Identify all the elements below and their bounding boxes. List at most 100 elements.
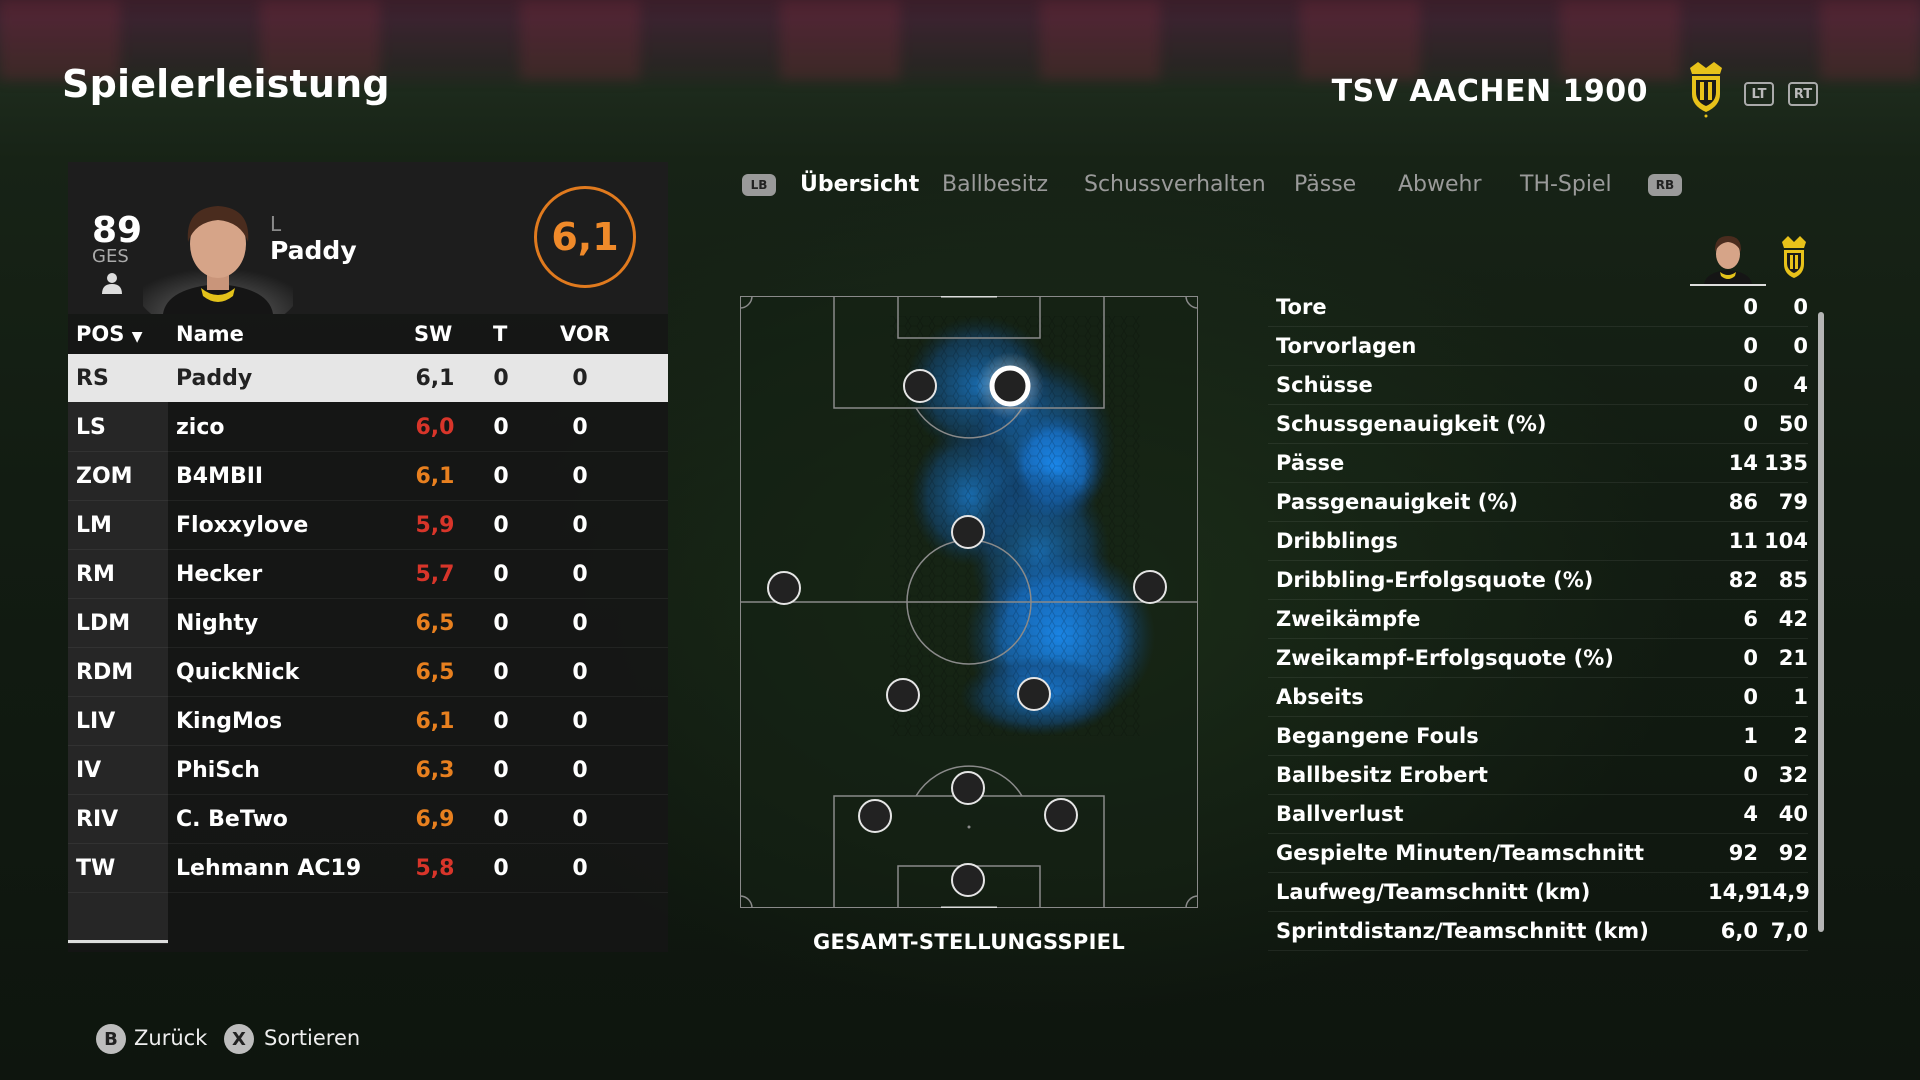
table-row[interactable]: RS Paddy 6,1 0 0 bbox=[68, 354, 668, 402]
player-assists-cell: 0 bbox=[572, 513, 588, 538]
stat-label: Zweikämpfe bbox=[1276, 607, 1421, 631]
table-row[interactable]: RIV C. BeTwo 6,9 0 0 bbox=[68, 795, 668, 844]
name-header[interactable]: Name bbox=[176, 322, 244, 346]
stat-label: Dribblings bbox=[1276, 529, 1398, 553]
rt-button[interactable]: RT bbox=[1788, 82, 1818, 106]
stat-row: Passgenauigkeit (%) 86 79 bbox=[1268, 483, 1808, 522]
player-rating-cell: 6,5 bbox=[415, 660, 455, 685]
tab-ballbesitz[interactable]: Ballbesitz bbox=[942, 172, 1049, 197]
scroll-indicator bbox=[68, 940, 168, 943]
table-row[interactable]: RM Hecker 5,7 0 0 bbox=[68, 550, 668, 599]
stat-row: Gespielte Minuten/Teamschnitt 92 92 bbox=[1268, 834, 1808, 873]
stat-label: Ballbesitz Erobert bbox=[1276, 763, 1488, 787]
x-button-icon[interactable]: X bbox=[224, 1024, 254, 1054]
club-crest-icon bbox=[1690, 62, 1722, 118]
overall-rating: 89 bbox=[92, 210, 143, 251]
player-assists-cell: 0 bbox=[572, 856, 588, 881]
player-marker bbox=[903, 369, 937, 403]
player-position: TW bbox=[76, 856, 116, 881]
table-row[interactable]: LIV KingMos 6,1 0 0 bbox=[68, 697, 668, 746]
player-assists-cell: 0 bbox=[572, 758, 588, 783]
stat-team-value: 0 bbox=[1793, 295, 1808, 319]
stat-label: Abseits bbox=[1276, 685, 1364, 709]
player-name-cell: KingMos bbox=[176, 709, 283, 734]
player-position: RIV bbox=[76, 807, 119, 832]
stat-label: Sprintdistanz/Teamschnitt (km) bbox=[1276, 919, 1649, 943]
player-marker bbox=[951, 515, 985, 549]
stat-label: Laufweg/Teamschnitt (km) bbox=[1276, 880, 1591, 904]
stat-row: Begangene Fouls 1 2 bbox=[1268, 717, 1808, 756]
stat-team-value: 21 bbox=[1778, 646, 1808, 670]
position-heatmap bbox=[740, 296, 1198, 908]
player-goals-cell: 0 bbox=[493, 513, 509, 538]
table-row[interactable]: LS zico 6,0 0 0 bbox=[68, 403, 668, 452]
stat-team-value: 14,9 bbox=[1758, 880, 1810, 904]
position-column-background bbox=[68, 354, 168, 944]
player-position: RM bbox=[76, 562, 115, 587]
player-position: LIV bbox=[76, 709, 116, 734]
player-position: RDM bbox=[76, 660, 134, 685]
tab-uebersicht[interactable]: Übersicht bbox=[800, 172, 920, 197]
t-header[interactable]: T bbox=[493, 322, 508, 346]
player-goals-cell: 0 bbox=[493, 709, 509, 734]
match-rating: 6,1 bbox=[534, 186, 636, 288]
tab-schussverhalten[interactable]: Schussverhalten bbox=[1084, 172, 1266, 197]
player-name-cell: C. BeTwo bbox=[176, 807, 288, 832]
stat-player-value: 1 bbox=[1743, 724, 1758, 748]
table-row[interactable]: IV PhiSch 6,3 0 0 bbox=[68, 746, 668, 795]
stat-label: Passgenauigkeit (%) bbox=[1276, 490, 1519, 514]
stat-team-value: 40 bbox=[1778, 802, 1808, 826]
player-assists-cell: 0 bbox=[572, 660, 588, 685]
stat-player-value: 92 bbox=[1728, 841, 1758, 865]
back-label[interactable]: Zurück bbox=[134, 1026, 208, 1050]
stat-team-value: 1 bbox=[1793, 685, 1808, 709]
player-goals-cell: 0 bbox=[493, 415, 509, 440]
table-row[interactable]: ZOM B4MBII 6,1 0 0 bbox=[68, 452, 668, 501]
tab-th-spiel[interactable]: TH-Spiel bbox=[1520, 172, 1612, 197]
player-rating-cell: 5,8 bbox=[415, 856, 455, 881]
player-name-cell: Paddy bbox=[176, 366, 253, 391]
player-rating-cell: 6,1 bbox=[415, 464, 455, 489]
stat-player-value: 0 bbox=[1743, 295, 1758, 319]
table-row[interactable]: RDM QuickNick 6,5 0 0 bbox=[68, 648, 668, 697]
sort-pos-header[interactable]: POS ▼ bbox=[76, 322, 143, 346]
sort-label[interactable]: Sortieren bbox=[264, 1026, 361, 1050]
stat-row: Tore 0 0 bbox=[1268, 288, 1808, 327]
tab-abwehr[interactable]: Abwehr bbox=[1398, 172, 1482, 197]
stat-team-value: 7,0 bbox=[1770, 919, 1808, 943]
player-goals-cell: 0 bbox=[493, 660, 509, 685]
person-icon bbox=[102, 273, 122, 294]
player-goals-cell: 0 bbox=[493, 464, 509, 489]
stat-player-value: 14,9 bbox=[1708, 880, 1760, 904]
b-button-icon[interactable]: B bbox=[96, 1024, 126, 1054]
preferred-foot: L bbox=[270, 212, 282, 236]
stat-row: Schüsse 0 4 bbox=[1268, 366, 1808, 405]
rb-button[interactable]: RB bbox=[1648, 174, 1682, 196]
table-row[interactable]: TW Lehmann AC19 5,8 0 0 bbox=[68, 844, 668, 893]
stat-player-value: 0 bbox=[1743, 412, 1758, 436]
stat-label: Ballverlust bbox=[1276, 802, 1404, 826]
player-position: LS bbox=[76, 415, 106, 440]
lt-button[interactable]: LT bbox=[1744, 82, 1774, 106]
player-marker bbox=[1133, 570, 1167, 604]
stats-scrollbar[interactable] bbox=[1818, 312, 1824, 932]
player-name-cell: Floxxylove bbox=[176, 513, 309, 538]
stat-label: Pässe bbox=[1276, 451, 1345, 475]
stat-player-value: 82 bbox=[1728, 568, 1758, 592]
stat-team-value: 2 bbox=[1793, 724, 1808, 748]
lb-button[interactable]: LB bbox=[742, 174, 776, 196]
vor-header[interactable]: VOR bbox=[560, 322, 610, 346]
sw-header[interactable]: SW bbox=[414, 322, 453, 346]
player-portrait bbox=[143, 206, 293, 314]
stat-label: Tore bbox=[1276, 295, 1327, 319]
table-row[interactable]: LM Floxxylove 5,9 0 0 bbox=[68, 501, 668, 550]
player-assists-cell: 0 bbox=[572, 611, 588, 636]
player-markers bbox=[767, 352, 1167, 897]
club-name: TSV AACHEN 1900 bbox=[1331, 74, 1648, 109]
stat-team-value: 0 bbox=[1793, 334, 1808, 358]
tab-paesse[interactable]: Pässe bbox=[1294, 172, 1357, 197]
stat-label: Dribbling-Erfolgsquote (%) bbox=[1276, 568, 1594, 592]
player-rating-cell: 6,3 bbox=[415, 758, 455, 783]
player-rating-cell: 6,0 bbox=[415, 415, 455, 440]
table-row[interactable]: LDM Nighty 6,5 0 0 bbox=[68, 599, 668, 648]
